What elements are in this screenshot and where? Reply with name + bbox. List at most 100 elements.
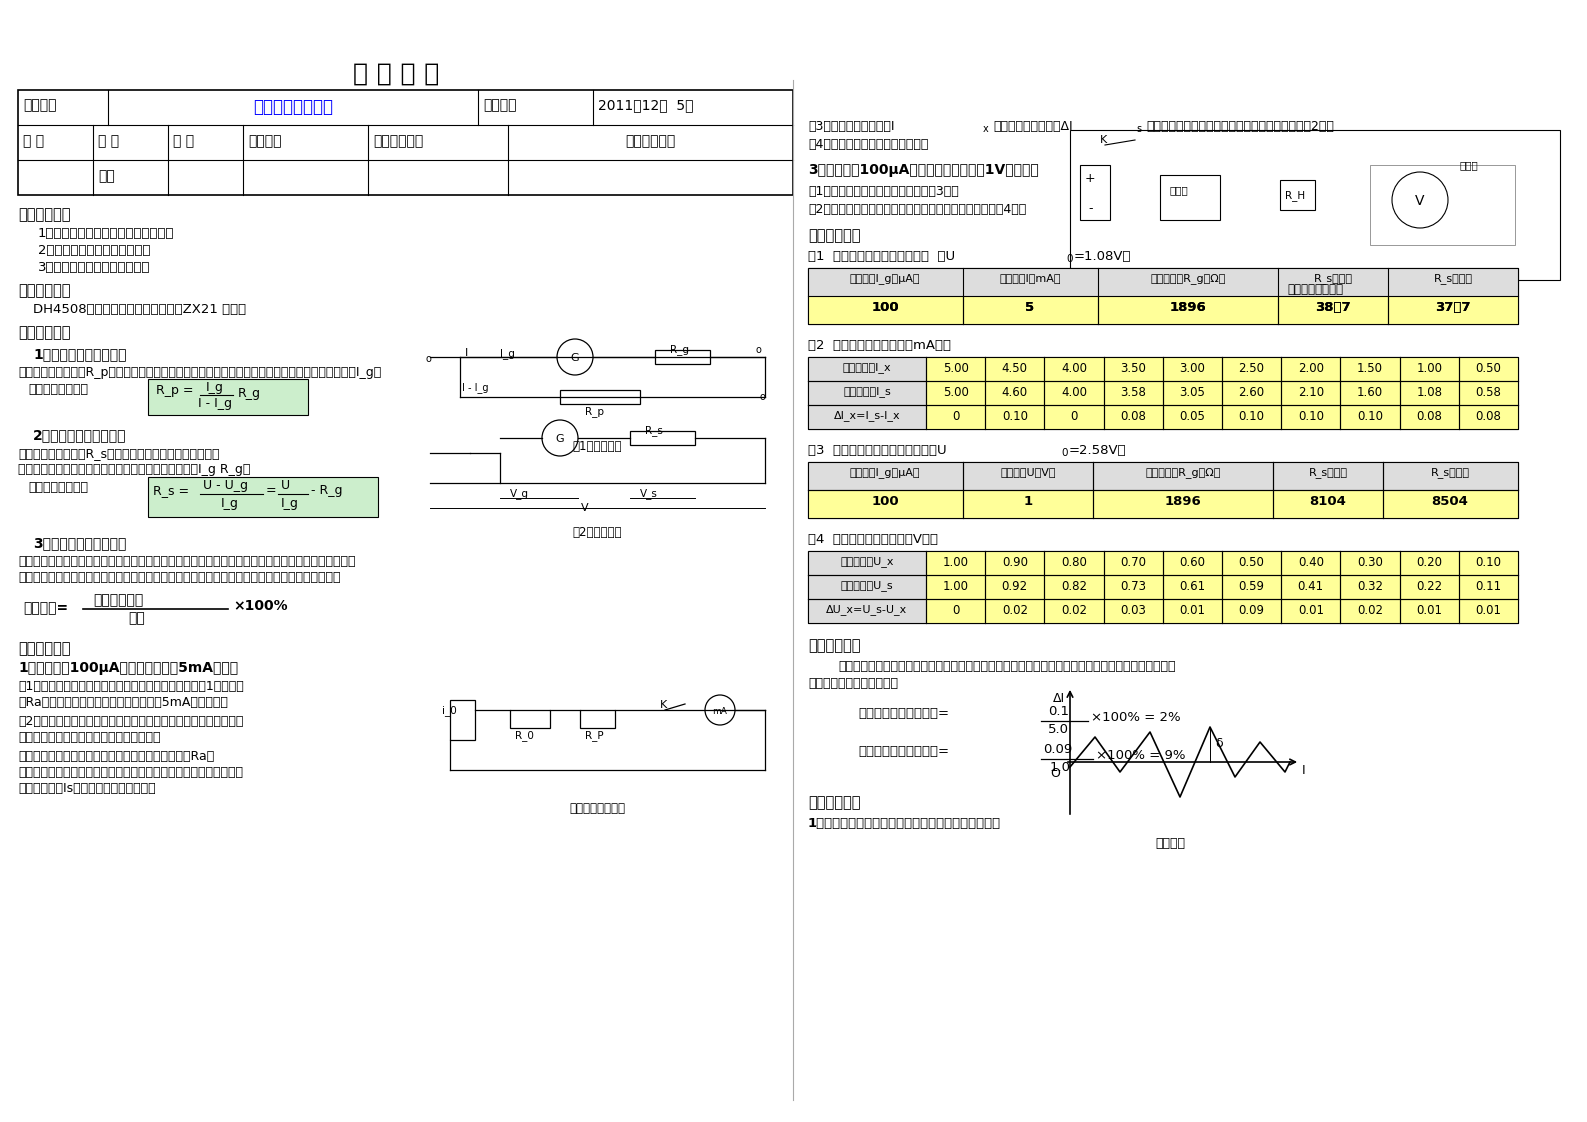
Bar: [925, 551, 1519, 574]
Bar: [1070, 130, 1560, 280]
Text: 38．7: 38．7: [1316, 301, 1351, 314]
Text: I: I: [465, 348, 468, 358]
Text: 量程（满刻度点），然后校正标度值的点。: 量程（满刻度点），然后校正标度值的点。: [17, 732, 160, 744]
Text: R_s: R_s: [644, 425, 663, 436]
Text: 0.02: 0.02: [1062, 604, 1087, 617]
Text: 5.0: 5.0: [1047, 723, 1070, 736]
Text: 100: 100: [871, 495, 898, 508]
Text: K: K: [1100, 135, 1108, 145]
Text: s: s: [1136, 125, 1141, 134]
Text: U - U_g: U - U_g: [203, 479, 248, 493]
Text: （2）连接电路，校正扩大量程后的电流表。应先调准零点，再校准: （2）连接电路，校正扩大量程后的电流表。应先调准零点，再校准: [17, 715, 243, 728]
Text: 37．7: 37．7: [1435, 301, 1471, 314]
Text: 4.50: 4.50: [1001, 362, 1028, 375]
Text: 5.00: 5.00: [943, 386, 968, 399]
Text: 0.73: 0.73: [1120, 580, 1146, 594]
Text: 校正刻度时，使电流单调上升和单调下降各一次，将标准表两次读数: 校正刻度时，使电流单调上升和单调下降各一次，将标准表两次读数: [17, 766, 243, 779]
Text: 标定误差=: 标定误差=: [22, 601, 68, 615]
Bar: [1273, 462, 1382, 490]
Text: U: U: [281, 479, 290, 493]
Text: 扩程电压U（V）: 扩程电压U（V）: [1000, 467, 1055, 477]
Bar: [1278, 268, 1389, 296]
Text: 【实验目的】: 【实验目的】: [17, 206, 70, 222]
Text: 100: 100: [871, 301, 898, 314]
Bar: [579, 710, 616, 728]
Text: 0.09: 0.09: [1043, 743, 1073, 756]
Text: 4.00: 4.00: [1062, 386, 1087, 399]
Text: 1.08: 1.08: [1416, 386, 1443, 399]
Text: 学 号: 学 号: [173, 134, 194, 148]
Text: I_g: I_g: [221, 497, 240, 511]
Bar: [655, 350, 709, 364]
Text: 37．7: 37．7: [1435, 301, 1471, 314]
Bar: [148, 379, 308, 415]
Text: I: I: [1301, 764, 1306, 778]
Bar: [808, 551, 1519, 623]
Text: 5: 5: [1025, 301, 1035, 314]
Text: 4.60: 4.60: [1001, 386, 1028, 399]
Text: 1.60: 1.60: [1357, 386, 1382, 399]
Text: -: -: [1089, 202, 1092, 215]
Text: 串联分压电阻大小: 串联分压电阻大小: [29, 481, 87, 494]
Text: 电表的改装与校准: 电表的改装与校准: [252, 98, 333, 116]
Text: 3.50: 3.50: [1120, 362, 1146, 375]
Text: 1.00: 1.00: [943, 557, 968, 569]
Text: 0: 0: [1062, 448, 1068, 458]
Text: R_g: R_g: [670, 344, 689, 355]
Text: 结果得到电表各个刻度的绝对误差。选取其中最大的绝对误差除以量程，即得该电表的标称误差。: 结果得到电表各个刻度的绝对误差。选取其中最大的绝对误差除以量程，即得该电表的标称…: [17, 571, 341, 583]
Text: 3、电表标称误差和校正: 3、电表标称误差和校正: [33, 536, 127, 550]
Text: +: +: [1086, 172, 1095, 185]
Text: R_s =: R_s =: [152, 484, 189, 497]
Text: ×100%: ×100%: [233, 599, 287, 613]
Text: =2.58V）: =2.58V）: [1070, 444, 1127, 457]
Text: 0.50: 0.50: [1476, 362, 1501, 375]
Text: 38．7: 38．7: [1316, 301, 1351, 314]
Text: 满度电流I_g（μA）: 满度电流I_g（μA）: [849, 467, 920, 478]
Text: 0.70: 0.70: [1120, 557, 1146, 569]
Text: 实 验 报 告: 实 验 报 告: [354, 62, 440, 86]
Text: 校准曲线: 校准曲线: [1155, 837, 1185, 850]
Text: 标准表读数U_s: 标准表读数U_s: [841, 580, 893, 591]
Text: 0.08: 0.08: [1416, 410, 1443, 423]
Text: 2、微安表改装成电压表: 2、微安表改装成电压表: [33, 427, 127, 442]
Bar: [925, 574, 1519, 599]
Text: 3.58: 3.58: [1120, 386, 1146, 399]
Text: 0: 0: [952, 604, 959, 617]
Text: 0: 0: [1066, 254, 1073, 264]
Text: 1、掌握电流表和电压表的改装方法。: 1、掌握电流表和电压表的改装方法。: [38, 227, 175, 240]
Text: 微安表并联分流电阻R_p，使被测电流大部分从分流电阻流过，表头仍保持原来允许通过的最大电流I_g。: 微安表并联分流电阻R_p，使被测电流大部分从分流电阻流过，表头仍保持原来允许通过…: [17, 366, 381, 379]
Text: o: o: [760, 392, 767, 402]
Text: 0.22: 0.22: [1416, 580, 1443, 594]
Text: （3）以被校表的指示值I: （3）以被校表的指示值I: [808, 120, 895, 134]
Bar: [808, 551, 925, 623]
Text: ΔI: ΔI: [1052, 692, 1065, 705]
Text: 姓 名: 姓 名: [22, 134, 44, 148]
Bar: [808, 357, 1519, 429]
Text: 0.09: 0.09: [1238, 604, 1265, 617]
Text: V: V: [1416, 194, 1425, 208]
Text: 被校表读数I_x: 被校表读数I_x: [843, 362, 892, 373]
Text: 扩程电流I（mA）: 扩程电流I（mA）: [1000, 273, 1060, 283]
Text: 2.50: 2.50: [1238, 362, 1265, 375]
Text: 0.58: 0.58: [1476, 386, 1501, 399]
Text: 指导教师: 指导教师: [248, 134, 281, 148]
Text: 5: 5: [1025, 301, 1035, 314]
Text: I_g: I_g: [281, 497, 298, 511]
Text: ×100% = 2%: ×100% = 2%: [1090, 711, 1181, 724]
Text: R_P: R_P: [586, 730, 603, 741]
Text: 【数据处理】: 【数据处理】: [808, 638, 860, 653]
Text: 电流计内阻R_g（Ω）: 电流计内阻R_g（Ω）: [1146, 467, 1220, 478]
Bar: [1382, 462, 1519, 490]
Text: 0.08: 0.08: [1476, 410, 1501, 423]
Text: V_g: V_g: [509, 488, 528, 499]
Text: 箱Ra，与待改装的电流计并联构成量程为5mA的电流表。: 箱Ra，与待改装的电流计并联构成量程为5mA的电流表。: [17, 696, 229, 709]
Text: 0.80: 0.80: [1062, 557, 1087, 569]
Text: 0.59: 0.59: [1238, 580, 1265, 594]
Text: =: =: [267, 484, 276, 497]
Text: 0.82: 0.82: [1062, 580, 1087, 594]
Text: 实验报告成绩: 实验报告成绩: [625, 134, 674, 148]
Bar: [148, 477, 378, 517]
Text: 电流计内阻R_g（Ω）: 电流计内阻R_g（Ω）: [1151, 273, 1225, 284]
Text: 0.03: 0.03: [1120, 604, 1146, 617]
Bar: [808, 296, 1519, 324]
